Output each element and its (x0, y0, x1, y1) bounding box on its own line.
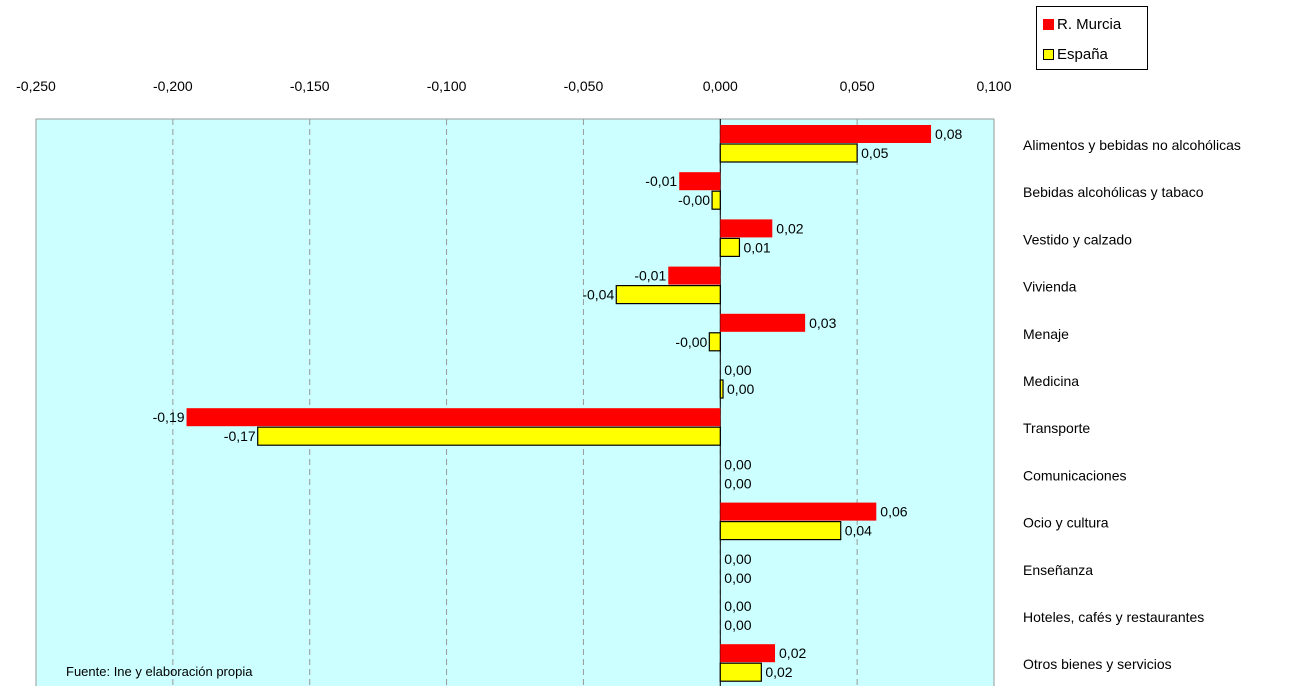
category-label: Medicina (1023, 373, 1079, 389)
bar-r-murcia (720, 313, 806, 332)
x-tick-label: -0,250 (16, 78, 56, 94)
bar-espana (719, 520, 842, 541)
data-label-espana: -0,17 (224, 428, 256, 444)
category-label: Menaje (1023, 326, 1069, 342)
category-label: Alimentos y bebidas no alcohólicas (1023, 137, 1241, 153)
source-note: Fuente: Ine y elaboración propia (66, 664, 253, 679)
bar-r-murcia (186, 408, 721, 427)
data-label-espana: 0,00 (724, 475, 751, 491)
x-tick-label: 0,000 (703, 78, 738, 94)
category-label: Transporte (1023, 420, 1090, 436)
data-label-r-murcia: -0,01 (634, 268, 666, 284)
bar-espana (615, 285, 721, 305)
legend-label-espana: España (1057, 45, 1108, 63)
data-label-espana: 0,02 (765, 664, 792, 680)
x-tick-label: -0,150 (290, 78, 330, 94)
x-tick-label: -0,100 (427, 78, 467, 94)
category-label: Ocio y cultura (1023, 515, 1109, 531)
category-labels: Alimentos y bebidas no alcohólicas Bebida… (1023, 137, 1241, 672)
plot-area (35, 118, 995, 686)
data-label-espana: 0,05 (861, 145, 888, 161)
data-label-espana: 0,00 (727, 381, 754, 397)
data-label-espana: 0,04 (845, 523, 872, 539)
category-label: Vivienda (1023, 279, 1077, 295)
data-labels: 0,080,05-0,01-0,000,020,01-0,01-0,040,03… (153, 126, 963, 680)
data-label-espana: -0,04 (582, 287, 614, 303)
x-tick-label: -0,050 (564, 78, 604, 94)
bar-espana (719, 237, 741, 257)
legend-item-espana: España (1043, 43, 1108, 65)
x-axis-tick-labels: -0,250 -0,200 -0,150 -0,100 -0,050 0,000 0,050… (16, 78, 1012, 94)
data-label-r-murcia: 0,00 (724, 598, 751, 614)
legend-swatch-r-murcia (1043, 18, 1054, 30)
data-label-r-murcia: 0,02 (776, 220, 803, 236)
legend-label-r-murcia: R. Murcia (1057, 15, 1122, 33)
category-label: Bebidas alcohólicas y tabaco (1023, 184, 1204, 200)
category-label: Vestido y calzado (1023, 231, 1132, 247)
data-label-r-murcia: 0,02 (779, 645, 806, 661)
data-label-r-murcia: -0,19 (153, 409, 185, 425)
bar-r-murcia (720, 502, 877, 521)
legend-swatch-espana (1043, 48, 1054, 60)
bar-espana (719, 143, 858, 163)
data-label-espana: 0,00 (724, 617, 751, 633)
category-label: Comunicaciones (1023, 467, 1127, 483)
bars (186, 125, 932, 682)
bar-espana (711, 190, 721, 210)
x-tick-label: 0,050 (840, 78, 875, 94)
x-tick-label: 0,100 (976, 78, 1011, 94)
bar-r-murcia (679, 172, 721, 191)
data-label-espana: 0,00 (724, 570, 751, 586)
bar-espana (719, 662, 762, 682)
category-label: Otros bienes y servicios (1023, 656, 1172, 672)
data-label-r-murcia: 0,00 (724, 551, 751, 567)
data-label-espana: 0,01 (743, 239, 770, 255)
bar-r-murcia (668, 266, 721, 285)
bar-espana (708, 332, 721, 352)
data-label-r-murcia: 0,08 (935, 126, 962, 142)
data-label-espana: -0,00 (675, 334, 707, 350)
data-label-r-murcia: -0,01 (645, 173, 677, 189)
category-label: Enseñanza (1023, 562, 1093, 578)
legend: R. Murcia España (1036, 6, 1148, 70)
grid-lines (172, 119, 858, 686)
category-label: Hoteles, cafés y restaurantes (1023, 609, 1204, 625)
bar-espana (257, 426, 721, 446)
data-label-espana: -0,00 (678, 192, 710, 208)
bar-r-murcia (720, 125, 932, 143)
x-tick-label: -0,200 (153, 78, 193, 94)
bar-r-murcia (720, 219, 773, 238)
legend-item-r-murcia: R. Murcia (1043, 13, 1121, 35)
data-label-r-murcia: 0,06 (880, 504, 907, 520)
bar-r-murcia (720, 644, 776, 663)
data-label-r-murcia: 0,03 (809, 315, 836, 331)
data-label-r-murcia: 0,00 (724, 456, 751, 472)
bar-espana (719, 379, 724, 399)
data-label-r-murcia: 0,00 (724, 362, 751, 378)
